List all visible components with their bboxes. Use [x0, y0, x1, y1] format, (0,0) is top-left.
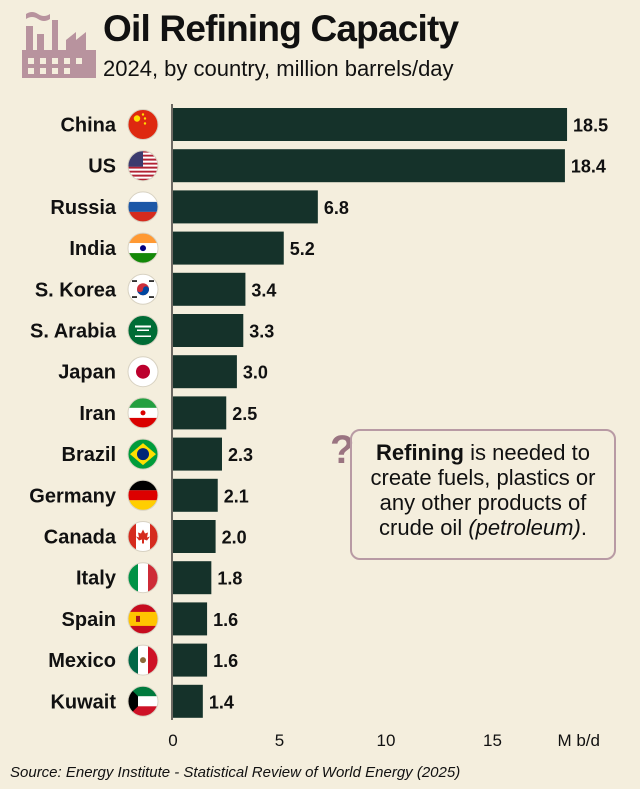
callout-line4-italic: (petroleum) [468, 515, 581, 540]
bar-canada [173, 520, 216, 553]
bar-skorea [173, 272, 246, 306]
x-tick-label: 0 [168, 731, 177, 750]
value-label: 18.4 [571, 157, 606, 177]
category-label: Brazil [62, 444, 116, 466]
callout-line4-end: . [580, 515, 587, 540]
us-flag-icon [127, 150, 159, 182]
category-label: US [88, 156, 116, 178]
bar-china [173, 108, 568, 141]
callout-line1: is needed to [464, 440, 590, 465]
category-label: India [69, 238, 117, 260]
value-label: 1.8 [217, 569, 242, 589]
info-callout: Refining is needed to create fuels, plas… [350, 429, 616, 560]
value-label: 5.2 [290, 239, 315, 259]
bar-japan [173, 355, 237, 389]
category-label: Mexico [48, 650, 116, 672]
germany-flag-icon [127, 479, 159, 511]
callout-bold-text: Refining [376, 440, 464, 465]
category-label: S. Korea [35, 279, 117, 301]
canada-flag-icon [127, 521, 159, 552]
value-label: 3.4 [251, 280, 276, 300]
chart-subtitle: 2024, by country, million barrels/day [103, 56, 454, 81]
bar-india [173, 231, 284, 265]
callout-line3: any other products of [379, 490, 587, 515]
value-label: 2.1 [224, 486, 249, 506]
iran-flag-icon [127, 397, 159, 429]
china-flag-icon [127, 109, 159, 140]
bar-russia [173, 190, 318, 224]
spain-flag-icon [127, 603, 159, 635]
bar-chart: 18.5 China 18.4 US 6.8 Russia 5.2 India 3.4 S. Ko… [29, 104, 608, 750]
value-label: 1.6 [213, 610, 238, 630]
value-label: 6.8 [324, 198, 349, 218]
india-flag-icon [127, 232, 159, 264]
x-tick-label: 5 [275, 731, 284, 750]
category-label: Russia [50, 197, 116, 219]
category-label: Japan [58, 362, 116, 384]
bar-kuwait [173, 684, 203, 718]
value-label: 3.0 [243, 363, 268, 383]
category-label: China [60, 115, 116, 137]
category-label: Germany [29, 485, 117, 507]
brazil-flag-icon [127, 438, 159, 470]
bar-brazil [173, 437, 222, 471]
category-label: Canada [44, 527, 117, 549]
x-tick-label: 15 [483, 731, 502, 750]
chart-title: Oil Refining Capacity [103, 8, 459, 49]
japan-flag-icon [127, 356, 159, 388]
callout-line2: create fuels, plastics or [370, 465, 596, 490]
category-label: Kuwait [50, 691, 116, 713]
category-label: Italy [76, 568, 117, 590]
x-axis-unit: M b/d [557, 731, 600, 750]
russia-flag-icon [127, 191, 159, 223]
category-label: Spain [62, 609, 116, 631]
bar-germany [173, 478, 218, 512]
bar-sarabia [173, 314, 244, 347]
callout-line4-start: crude oil [379, 515, 469, 540]
kuwait-flag-icon [127, 685, 159, 717]
italy-flag-icon [127, 562, 159, 594]
category-label: S. Arabia [30, 321, 117, 343]
value-label: 18.5 [573, 116, 608, 136]
bar-italy [173, 561, 212, 595]
mexico-flag-icon [127, 644, 159, 676]
source-note: Source: Energy Institute - Statistical R… [10, 764, 461, 781]
value-label: 2.5 [232, 404, 257, 424]
value-label: 2.0 [222, 528, 247, 548]
category-label: Iran [79, 403, 116, 425]
bar-iran [173, 396, 227, 430]
value-label: 3.3 [249, 322, 274, 342]
bar-mexico [173, 643, 208, 677]
south-korea-flag-icon [127, 273, 159, 305]
bar-us [173, 149, 565, 183]
value-label: 2.3 [228, 445, 253, 465]
bar-spain [173, 602, 208, 636]
value-label: 1.4 [209, 692, 234, 712]
x-tick-label: 10 [377, 731, 396, 750]
value-label: 1.6 [213, 651, 238, 671]
saudi-arabia-flag-icon [127, 315, 159, 346]
refinery-icon [22, 12, 96, 78]
